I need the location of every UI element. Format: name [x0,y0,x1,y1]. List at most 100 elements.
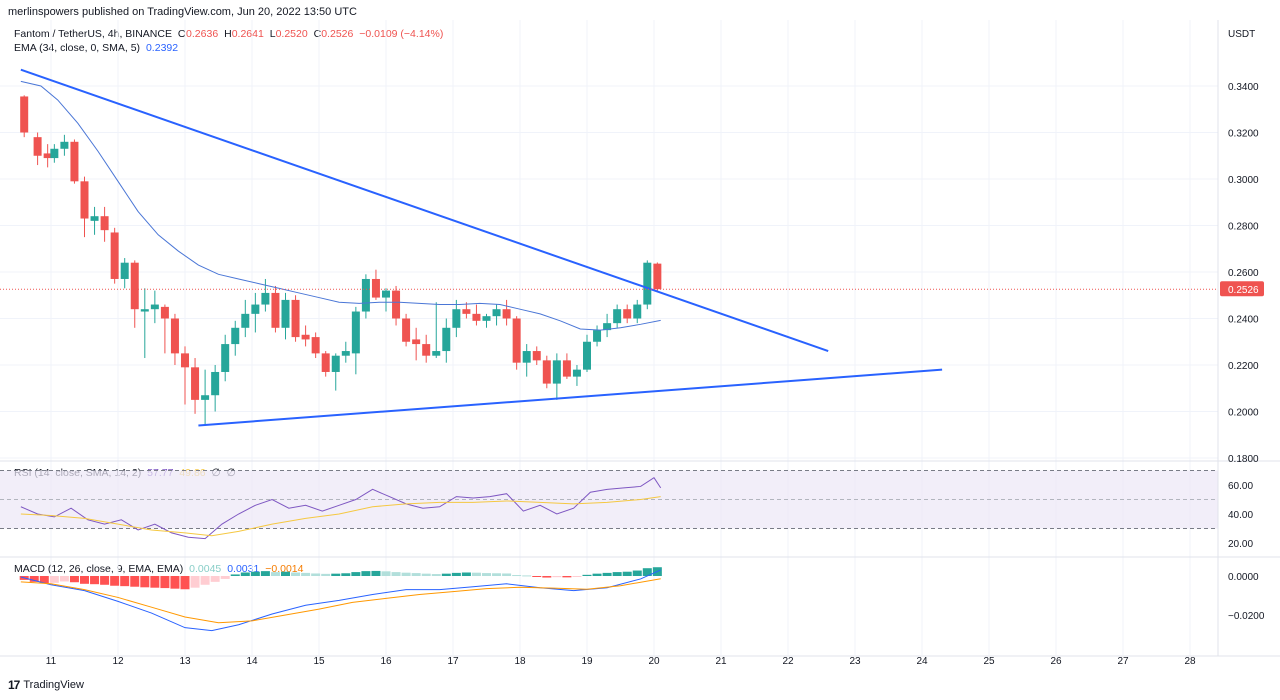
macd-histogram-bar [80,576,89,584]
candle-up [492,309,501,317]
macd-histogram-bar [441,573,451,576]
macd-histogram-bar [602,572,612,576]
time-tick-label: 26 [1050,656,1062,667]
candle-up [140,309,149,312]
macd-histogram-bar [492,573,502,576]
rsi-tick-label: 40.00 [1228,510,1253,521]
macd-histogram-bar [401,572,411,576]
ema-line [20,80,661,331]
ema-label: EMA (34, close, 0, SMA, 5) [14,42,141,54]
time-tick-label: 19 [581,656,593,667]
price-tick-label: 0.2400 [1228,315,1259,326]
macd-histogram-bar [301,572,311,576]
rsi-ma-line [20,496,661,537]
macd-histogram-bar [522,575,532,577]
tradingview-logo-icon: 17 [8,678,20,692]
macd-histogram-bar [120,576,130,587]
candle-down [653,263,662,290]
candle-up [221,344,230,372]
candle-up [60,141,69,149]
macd-histogram-bar [502,573,512,576]
publisher-line: merlinspowers published on TradingView.c… [8,6,357,18]
candle-down [472,313,481,321]
macd-histogram-bar [160,576,170,589]
candle-down [100,216,109,231]
current-price-label: 0.2526 [1228,285,1259,296]
price-unit-label: USDT [1228,29,1256,40]
macd-histogram-bar [311,573,321,576]
candle-up [522,351,531,363]
candle-down [412,339,421,345]
macd-histogram-bar [291,572,301,576]
price-tick-label: 0.2600 [1228,268,1259,279]
candle-down [623,309,632,319]
macd-histogram-bar [582,574,592,576]
macd-histogram-bar [371,570,381,576]
rsi-line [20,477,662,540]
time-tick-label: 17 [447,656,459,667]
candle-down [422,344,431,356]
time-tick-label: 16 [380,656,392,667]
price-tick-label: 0.2000 [1228,408,1259,419]
change-value: −0.0109 (−4.14%) [359,28,444,40]
candle-down [462,309,471,314]
candle-down [512,318,521,363]
time-tick-label: 18 [514,656,526,667]
candle-down [130,262,139,310]
candle-down [402,318,411,342]
macd-histogram-bar [391,572,401,576]
price-tick-label: 0.2800 [1228,222,1259,233]
macd-histogram-bar [69,576,79,583]
time-tick-label: 12 [112,656,124,667]
macd-histogram-bar [552,576,562,578]
candle-up [231,327,240,345]
macd-histogram-bar [110,576,120,586]
candle-up [572,369,581,377]
candle-up [552,360,561,384]
macd-legend[interactable]: MACD (12, 26, close, 9, EMA, EMA) 0.0045… [14,563,306,575]
macd-histogram-bar [250,571,260,576]
candle-down [20,96,29,133]
candle-up [452,309,461,328]
time-tick-label: 20 [648,656,660,667]
macd-histogram-bar [220,576,230,579]
symbol-label[interactable]: Fantom / TetherUS, 4h, BINANCE [14,28,172,40]
macd-tick-label: 0.0000 [1228,572,1259,583]
candle-down [43,153,52,159]
macd-histogram-bar [451,572,461,576]
candle-up [331,355,340,372]
macd-histogram-bar [361,571,371,576]
candle-down [502,309,511,319]
candle-up [201,395,210,400]
macd-histogram-bar [230,574,240,576]
price-tick-label: 0.2200 [1228,361,1259,372]
macd-histogram-bar [471,572,481,576]
ema-legend[interactable]: EMA (34, close, 0, SMA, 5) 0.2392 [14,42,181,54]
candle-up [351,311,360,354]
candle-up [603,323,612,331]
candle-up [261,292,270,305]
macd-histogram-bar [210,576,220,582]
macd-histogram-bar [90,576,100,585]
time-tick-label: 25 [983,656,995,667]
candle-up [583,341,591,370]
macd-histogram-bar [29,576,39,582]
high-label: H [224,28,232,40]
time-tick-label: 14 [246,656,258,667]
high-value: 0.2641 [231,28,264,40]
macd-histogram-bar [532,576,542,577]
candle-down [532,351,541,361]
macd-histogram-bar [512,575,522,577]
candle-down [70,141,79,182]
time-tick-label: 27 [1117,656,1129,667]
candle-down [80,181,89,219]
candle-up [613,309,622,324]
low-value: 0.2520 [275,28,308,40]
time-tick-label: 24 [916,656,928,667]
price-tick-label: 0.3400 [1228,82,1259,93]
low-label: L [269,28,276,40]
candle-down [110,232,119,279]
macd-histogram-bar [59,576,69,582]
candle-down [392,290,401,319]
